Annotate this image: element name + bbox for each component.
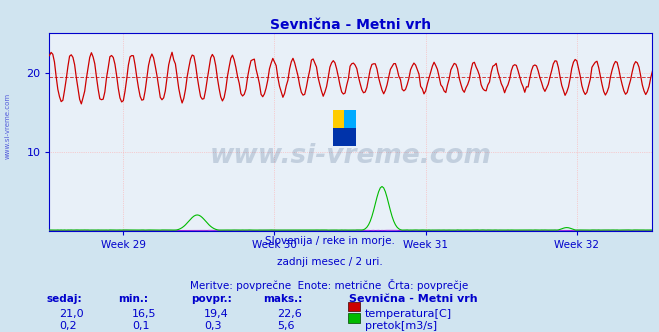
Text: povpr.:: povpr.: [191, 294, 232, 304]
Text: zadnji mesec / 2 uri.: zadnji mesec / 2 uri. [277, 257, 382, 267]
FancyBboxPatch shape [344, 110, 356, 128]
Text: sedaj:: sedaj: [46, 294, 82, 304]
Title: Sevnična - Metni vrh: Sevnična - Metni vrh [270, 18, 432, 32]
Text: Sevnična - Metni vrh: Sevnična - Metni vrh [349, 294, 478, 304]
Text: www.si-vreme.com: www.si-vreme.com [4, 93, 11, 159]
Text: 21,0: 21,0 [59, 309, 84, 319]
Text: maks.:: maks.: [264, 294, 303, 304]
Text: 0,2: 0,2 [59, 321, 77, 331]
Text: temperatura[C]: temperatura[C] [365, 309, 452, 319]
Text: 22,6: 22,6 [277, 309, 302, 319]
Text: 16,5: 16,5 [132, 309, 156, 319]
FancyBboxPatch shape [333, 128, 356, 146]
Text: 5,6: 5,6 [277, 321, 295, 331]
Text: 19,4: 19,4 [204, 309, 229, 319]
Text: pretok[m3/s]: pretok[m3/s] [365, 321, 437, 331]
Text: www.si-vreme.com: www.si-vreme.com [210, 143, 492, 169]
Text: Meritve: povprečne  Enote: metrične  Črta: povprečje: Meritve: povprečne Enote: metrične Črta:… [190, 279, 469, 291]
Text: 0,3: 0,3 [204, 321, 222, 331]
FancyBboxPatch shape [333, 110, 344, 128]
Text: min.:: min.: [119, 294, 149, 304]
Text: 0,1: 0,1 [132, 321, 150, 331]
Text: Slovenija / reke in morje.: Slovenija / reke in morje. [264, 236, 395, 246]
